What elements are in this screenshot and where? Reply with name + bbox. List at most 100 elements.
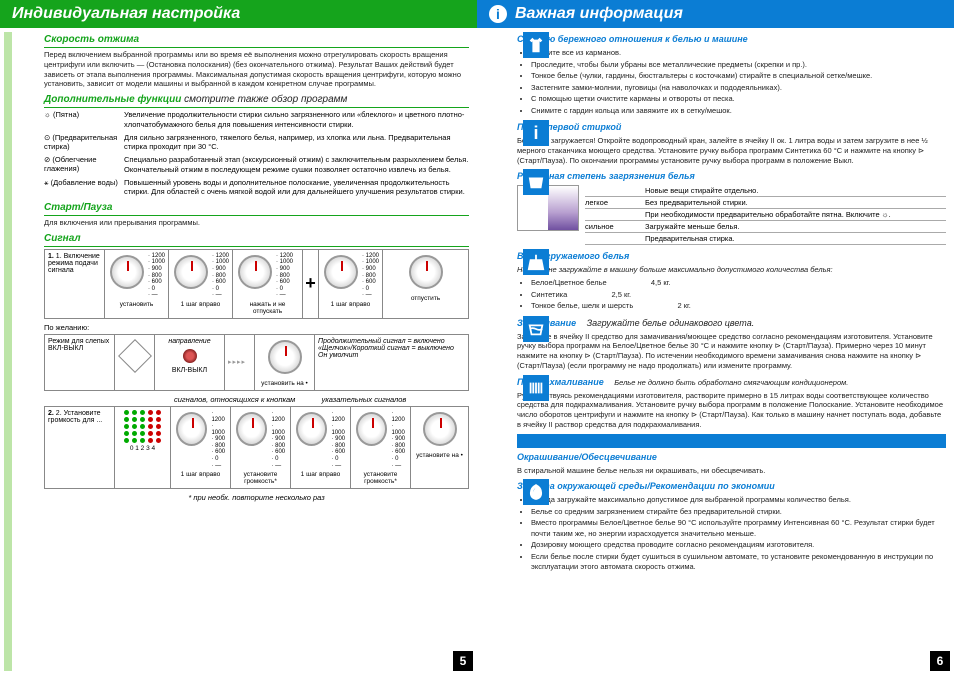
red-button-icon	[183, 349, 197, 363]
title-left: Индивидуальная настройка	[12, 5, 240, 23]
r3-s2: 1 шаг вправо	[294, 471, 347, 478]
r3-c4: · 1200· 1000· 900· 800· 600· 0· — устано…	[351, 407, 411, 488]
list-item: Проследите, чтобы были убраны все металл…	[531, 60, 946, 71]
r1-c5: отпустить	[383, 250, 468, 318]
rs7-b: В стиральной машине белье нельзя ни окра…	[517, 466, 946, 476]
r3-headers: сигналов, относящихся к кнопкам указател…	[44, 395, 469, 404]
table-row: При необходимости предварительно обработ…	[585, 209, 946, 221]
func-icon-label: ☼ (Пятна)	[44, 110, 124, 119]
list-item: Всегда загружайте максимально допустимое…	[531, 495, 946, 506]
rs6-sf: Белье не должно быть обработано смягчающ…	[614, 378, 848, 387]
r3-s0: 1 шаг вправо	[174, 471, 227, 478]
rs1-list: Уберите все из карманов.Проследите, чтоб…	[517, 48, 946, 116]
r1-c4: · 1200· 1000· 900· 800· 600· 0· — 1 шаг …	[319, 250, 383, 318]
r1-c1: · 1200· 1000· 900· 800· 600· 0· — устано…	[105, 250, 169, 318]
list-item: Если белье после стирки будет сушиться в…	[531, 552, 946, 573]
sec-speed-body: Перед включением выбранной программы или…	[44, 50, 469, 89]
func-row: ☼ (Пятна)Увеличение продолжительности ст…	[44, 110, 469, 130]
sec-speed: Скорость отжима	[44, 32, 469, 48]
page-num-left: 5	[453, 651, 473, 671]
func-desc: Повышенный уровень воды и дополнительное…	[124, 178, 469, 198]
dial-icon	[176, 412, 207, 446]
func-desc: Для сильно загрязненного, тяжелого белья…	[124, 133, 469, 153]
plus: +	[303, 250, 319, 318]
rsec6: Подкрахмаливание Белье не должно быть об…	[517, 375, 946, 430]
sec-signal: Сигнал	[44, 231, 469, 247]
func-desc: Увеличение продолжительности стирки силь…	[124, 110, 469, 130]
blue-bar	[517, 434, 946, 448]
list-item: Уберите все из карманов.	[531, 48, 946, 59]
dots: ▸▸▸▸	[225, 335, 255, 390]
r3-intro-t: 2. Установите громкость для ...	[48, 410, 102, 424]
rs5-sf: Загружайте белье одинакового цвета.	[587, 318, 755, 328]
rsec5: Замачивание Загружайте белье одинакового…	[517, 316, 946, 371]
r1-s2: нажать и не отпускать	[236, 301, 299, 315]
r1-s3: 1 шаг вправо	[322, 301, 379, 308]
r2-set: установить на •	[258, 380, 311, 387]
content-right: С целью бережного отношения к белью и ма…	[477, 28, 954, 675]
speed-vals: · 1200· 1000· 900· 800· 600· 0· —	[212, 253, 229, 299]
list-item: Вместо программы Белое/Цветное белье 90 …	[531, 518, 946, 539]
rs2-b: Белье не загружается! Откройте водопрово…	[517, 136, 946, 165]
header-right: i Важная информация	[477, 0, 954, 28]
weight-icon	[523, 249, 549, 275]
rs4-t: Вес загружаемого белья	[517, 249, 946, 263]
dial-icon	[423, 412, 457, 446]
rs5-b: Загрузите в ячейку II средство для замач…	[517, 332, 946, 371]
speed-vals: · 1200· 1000· 900· 800· 600· 0· —	[362, 253, 379, 299]
table-row: Предварительная стирка.	[585, 233, 946, 245]
rs4-i: Никогда не загружайте в машину больше ма…	[517, 265, 946, 275]
r1-intro: 1. 1. Включение режима подачи сигнала	[45, 250, 105, 318]
dial-icon	[409, 255, 443, 289]
rs7-t: Окрашивание/Обесцвечивание	[517, 450, 946, 464]
speed-vals: · 1200· 1000· 900· 800· 600· 0· —	[331, 410, 347, 469]
r2-onoff: ВКЛ-ВЫКЛ	[158, 367, 221, 374]
dial-icon	[296, 412, 327, 446]
signal-row2: Режим для слепых ВКЛ-ВЫКЛ направление ВК…	[44, 334, 469, 391]
header-left: Индивидуальная настройка	[0, 0, 477, 28]
starch-icon	[523, 375, 549, 401]
func-row: ⊙ (Предварительная стирка)Для сильно заг…	[44, 133, 469, 153]
table-row: сильноеЗагружайте меньше белья.	[585, 221, 946, 233]
dial-icon	[268, 340, 302, 374]
rsec8: Защита окружающей среды/Рекомендации по …	[517, 479, 946, 573]
dial-icon	[174, 255, 208, 289]
dial-icon	[238, 255, 272, 289]
list-item: Синтетика 2,5 кг.	[531, 290, 946, 301]
func-icon-label: ⊘ (Облегчение глажения)	[44, 155, 124, 173]
left-green-bar	[4, 32, 12, 671]
r3-h1: сигналов, относящихся к кнопкам	[174, 395, 322, 404]
r3-c1: · 1200· 1000· 900· 800· 600· 0· — 1 шаг …	[171, 407, 231, 488]
func-row: ⊘ (Облегчение глажения)Специально разраб…	[44, 155, 469, 175]
info-icon: i	[489, 5, 507, 23]
func-desc: Специально разработанный этап (экскурсио…	[124, 155, 469, 175]
r2-napr: направление ВКЛ-ВЫКЛ	[155, 335, 225, 390]
eco-icon	[523, 479, 549, 505]
r2-dial: установить на •	[255, 335, 315, 390]
rs3-t: Различная степень загрязнения белья	[517, 169, 946, 183]
r2-desc: Продолжительный сигнал = включено «Щелчо…	[315, 335, 468, 390]
rs3-body: Новые вещи стирайте отдельно. легкоеБез …	[517, 185, 946, 245]
r3-h2: указательных сигналов	[322, 395, 470, 404]
r1-s0: установить	[108, 301, 165, 308]
speed-vals: · 1200· 1000· 900· 800· 600· 0· —	[276, 253, 293, 299]
r3-foot: * при необх. повторите несколько раз	[44, 493, 469, 502]
soak-icon	[523, 316, 549, 342]
sec-func-suffix: смотрите также обзор программ	[184, 94, 347, 105]
page-left: Индивидуальная настройка Скорость отжима…	[0, 0, 477, 675]
r1-c2: · 1200· 1000· 900· 800· 600· 0· — 1 шаг …	[169, 250, 233, 318]
list-item: Дозировку моющего средства проводите сог…	[531, 540, 946, 551]
rs3-new: Новые вещи стирайте отдельно.	[645, 186, 946, 195]
wash-icon	[523, 169, 549, 195]
func-icon-label: ⚹ (Добавление воды)	[44, 178, 124, 188]
diamond-icon	[118, 339, 152, 373]
dial-icon	[356, 412, 387, 446]
dial-icon	[324, 255, 358, 289]
list-item: Тонкое белье (чулки, гардины, бюстгальте…	[531, 71, 946, 82]
sec-func-t: Дополнительные функции	[44, 94, 181, 105]
r2-long: Продолжительный сигнал = включено	[318, 338, 465, 345]
r2-short: «Щелчок»/Короткий сигнал = выключено	[318, 345, 465, 352]
content-left: Скорость отжима Перед включением выбранн…	[0, 28, 477, 675]
speed-vals: · 1200· 1000· 900· 800· 600· 0· —	[148, 253, 165, 299]
sec-func: Дополнительные функции смотрите также об…	[44, 92, 469, 108]
